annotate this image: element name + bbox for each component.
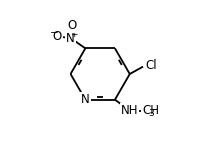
Text: Cl: Cl [145,59,157,72]
Text: 3: 3 [148,110,154,119]
Text: +: + [71,30,78,39]
Text: N: N [66,32,75,45]
Text: O: O [67,19,77,32]
Text: O: O [53,30,62,43]
Text: NH: NH [121,104,138,117]
Text: −: − [50,28,59,38]
Text: N: N [81,93,90,106]
Text: CH: CH [142,104,159,117]
